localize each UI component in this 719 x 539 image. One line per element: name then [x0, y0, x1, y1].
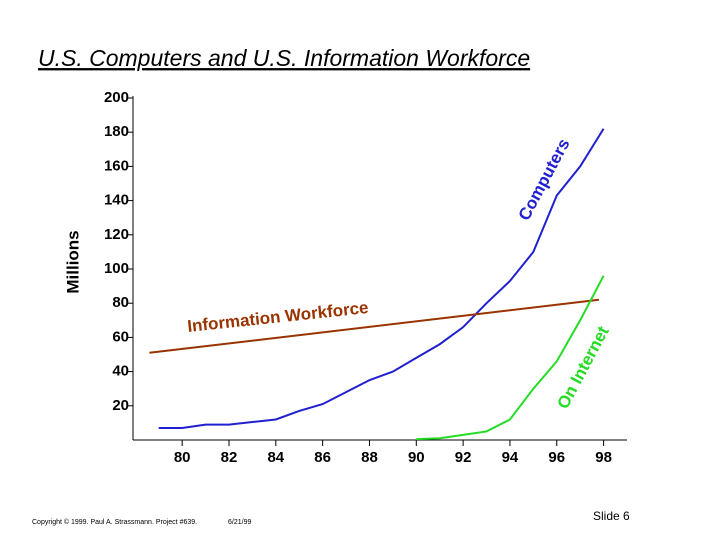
y-tick-label: 60	[112, 328, 129, 345]
series-line	[158, 128, 605, 430]
x-tick-label: 84	[267, 449, 284, 466]
series-label: On Internet	[553, 323, 613, 412]
x-tick-label: 88	[361, 449, 378, 466]
x-tick-label: 96	[548, 449, 565, 466]
y-tick-label: 80	[112, 294, 129, 311]
y-tick-label: 180	[104, 123, 129, 140]
x-tick-label: 90	[408, 449, 425, 466]
x-tick-label: 82	[221, 449, 238, 466]
x-tick-label: 80	[174, 449, 191, 466]
footer: Copyright © 1999. Paul A. Strassmann. Pr…	[32, 518, 197, 526]
chart-title: U.S. Computers and U.S. Information Work…	[38, 45, 530, 71]
series-line	[149, 298, 600, 354]
y-tick-label: 140	[104, 192, 129, 209]
y-tick-label: 20	[112, 397, 129, 414]
series-line	[416, 275, 605, 441]
y-tick-label: 160	[104, 157, 129, 174]
x-tick-label: 92	[455, 449, 472, 466]
y-axis-label: Millions	[63, 230, 82, 293]
y-tick-label: 100	[104, 260, 129, 277]
x-tick-label: 86	[314, 449, 331, 466]
y-tick-label: 200	[104, 89, 129, 106]
slide-number: Slide 6	[593, 509, 630, 523]
y-tick-label: 120	[104, 226, 129, 243]
x-tick-label: 98	[595, 449, 612, 466]
y-tick-label: 40	[112, 363, 129, 380]
date: 6/21/99	[228, 519, 251, 526]
x-tick-label: 94	[502, 449, 519, 466]
series-label: Computers	[515, 135, 574, 223]
